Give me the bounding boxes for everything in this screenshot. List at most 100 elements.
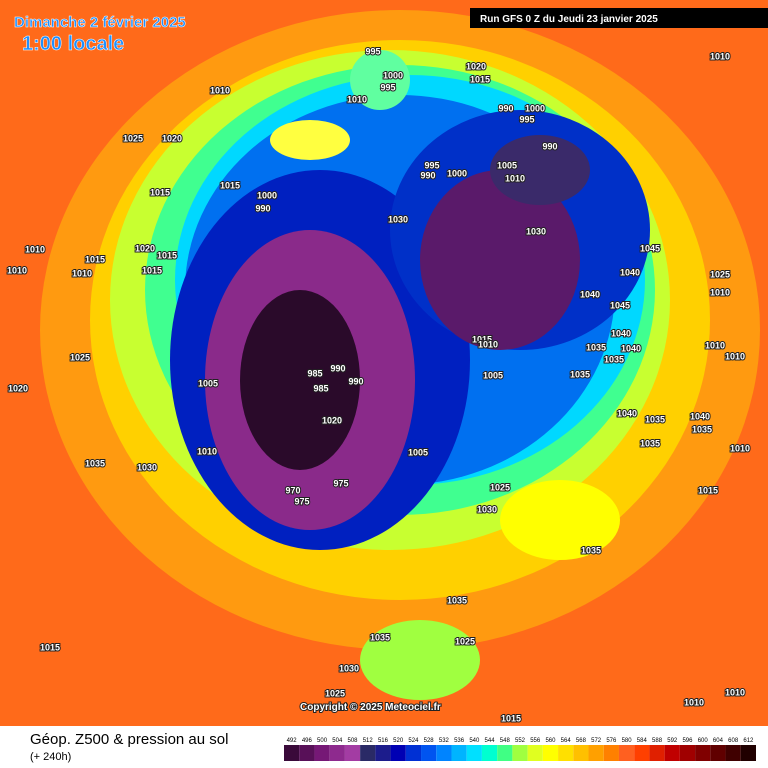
pressure-label: 1025: [123, 133, 143, 143]
pressure-label: 1035: [604, 354, 624, 364]
color-legend: 492 496 500 504 508 512 516 520 524 528 532 536 540 5…: [284, 738, 756, 761]
pressure-label: 990: [348, 376, 363, 386]
legend-label: 528: [424, 738, 435, 744]
pressure-label: 1010: [347, 94, 367, 104]
pressure-label: 1040: [620, 267, 640, 277]
legend-swatch: [695, 745, 711, 761]
pressure-label: 1045: [640, 243, 660, 253]
legend-swatch: [542, 745, 559, 761]
pressure-label: 1015: [501, 713, 521, 723]
pressure-label: 1010: [478, 339, 498, 349]
pressure-label: 1035: [586, 342, 606, 352]
pressure-label: 1035: [581, 545, 601, 555]
legend-label: 584: [637, 738, 648, 744]
pressure-label: 1010: [725, 351, 745, 361]
pressure-label: 1005: [408, 447, 428, 457]
pressure-label: 1030: [526, 226, 546, 236]
legend-label: 492: [287, 738, 298, 744]
pressure-label: 1010: [710, 287, 730, 297]
pressure-label: 985: [313, 383, 328, 393]
legend-swatch: [664, 745, 680, 761]
legend-label: 572: [591, 738, 602, 744]
pressure-label: 1035: [645, 414, 665, 424]
legend-label: 540: [469, 738, 480, 744]
legend-label: 536: [454, 738, 465, 744]
pressure-label: 1015: [472, 334, 492, 344]
legend-label: 580: [622, 738, 633, 744]
pressure-label: 1025: [490, 482, 510, 492]
legend-label: 548: [500, 738, 511, 744]
pressure-label: 1015: [470, 74, 490, 84]
pressure-label: 970: [285, 485, 300, 495]
pressure-label: 1010: [684, 697, 704, 707]
legend-label: 612: [743, 738, 754, 744]
legend-swatch: [421, 745, 437, 761]
legend-swatch: [344, 745, 361, 761]
legend-swatch: [284, 745, 300, 761]
legend-label: 564: [561, 738, 572, 744]
pressure-label: 1040: [617, 408, 637, 418]
local-time: 1:00 locale: [22, 33, 124, 55]
legend-label: 592: [667, 738, 678, 744]
pressure-label: 995: [519, 114, 534, 124]
pressure-label: 1030: [137, 462, 157, 472]
run-info: Run GFS 0 Z du Jeudi 23 janvier 2025: [480, 14, 658, 25]
legend-swatch: [497, 745, 513, 761]
legend-swatch: [710, 745, 726, 761]
pressure-label: 1005: [497, 160, 517, 170]
legend-swatch: [679, 745, 696, 761]
pressure-label: 1015: [698, 485, 718, 495]
pressure-label: 975: [294, 496, 309, 506]
footer-title: Géop. Z500 & pression au sol: [30, 731, 228, 748]
legend-label: 560: [545, 738, 556, 744]
legend-label: 596: [682, 738, 693, 744]
pressure-label: 1000: [525, 103, 545, 113]
legend-label: 552: [515, 738, 526, 744]
legend-swatch: [299, 745, 315, 761]
pressure-label: 1020: [8, 383, 28, 393]
pressure-label: 995: [380, 82, 395, 92]
pressure-label: 1015: [157, 250, 177, 260]
legend-label: 504: [332, 738, 343, 744]
copyright: Copyright © 2025 Meteociel.fr: [300, 702, 441, 713]
legend-swatch: [329, 745, 345, 761]
pressure-label: 1025: [325, 688, 345, 698]
legend-swatch: [588, 745, 604, 761]
legend-swatch: [390, 745, 406, 761]
legend-label: 512: [363, 738, 374, 744]
legend-label: 508: [348, 738, 359, 744]
pressure-label: 1015: [150, 187, 170, 197]
legend-swatch: [360, 745, 376, 761]
legend-swatch: [481, 745, 498, 761]
pressure-label: 1025: [710, 269, 730, 279]
pressure-label: 990: [420, 170, 435, 180]
pressure-label: 1010: [710, 51, 730, 61]
pressure-label: 1020: [466, 61, 486, 71]
pressure-label: 1010: [705, 340, 725, 350]
legend-label: 524: [408, 738, 419, 744]
legend-label: 532: [439, 738, 450, 744]
legend-swatch: [634, 745, 650, 761]
legend-swatch: [603, 745, 619, 761]
legend-swatch: [649, 745, 665, 761]
pressure-label: 1030: [388, 214, 408, 224]
date: Dimanche 2 février 2025: [14, 14, 186, 31]
pressure-label: 1040: [621, 343, 641, 353]
legend-label: 568: [576, 738, 587, 744]
pressure-label: 1030: [477, 504, 497, 514]
legend-label: 516: [378, 738, 389, 744]
legend-swatch: [466, 745, 482, 761]
pressure-label: 990: [498, 103, 513, 113]
legend-swatch: [740, 745, 756, 761]
pressure-label: 1040: [690, 411, 710, 421]
legend-label: 608: [728, 738, 739, 744]
pressure-label: 1010: [7, 265, 27, 275]
legend-swatch: [573, 745, 589, 761]
pressure-label: 1040: [611, 328, 631, 338]
legend-swatch: [314, 745, 330, 761]
pressure-label: 1005: [198, 378, 218, 388]
pressure-label: 990: [330, 363, 345, 373]
pressure-label: 1040: [580, 289, 600, 299]
pressure-label: 1010: [210, 85, 230, 95]
